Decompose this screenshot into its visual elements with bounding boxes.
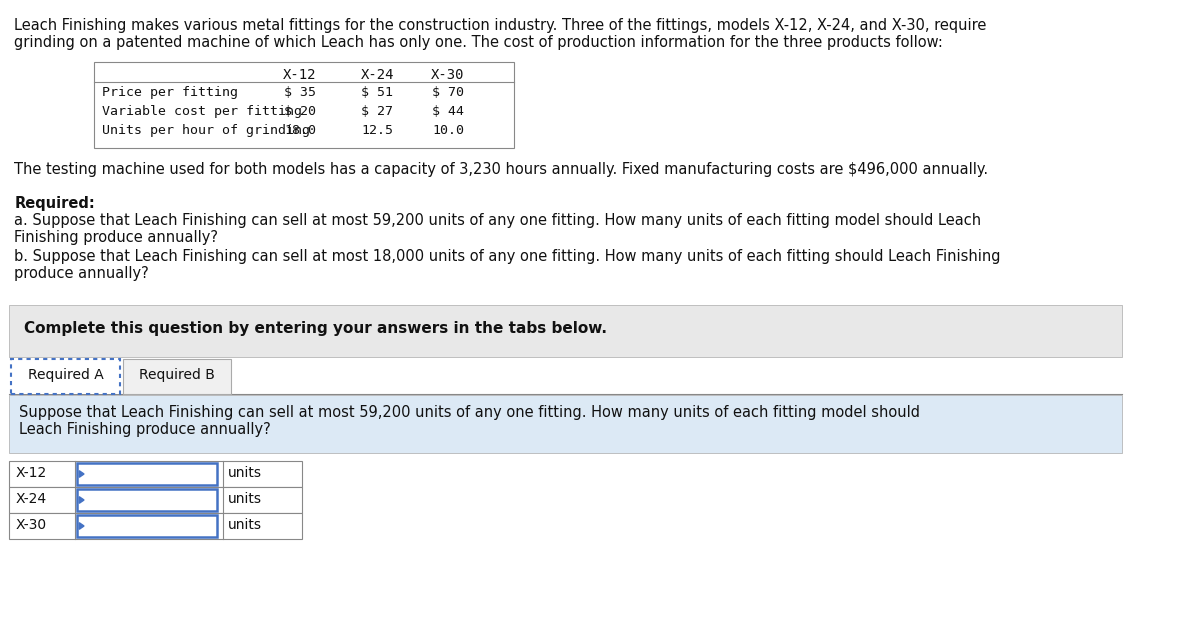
- Text: X-30: X-30: [16, 518, 47, 532]
- Text: Units per hour of grinding: Units per hour of grinding: [102, 124, 310, 137]
- Text: units: units: [228, 518, 263, 532]
- Bar: [77, 489, 217, 511]
- Text: Complete this question by entering your answers in the tabs below.: Complete this question by entering your …: [24, 321, 606, 336]
- Text: 12.5: 12.5: [361, 124, 394, 137]
- Polygon shape: [79, 471, 84, 477]
- Bar: [77, 515, 217, 537]
- Text: b. Suppose that Leach Finishing can sell at most 18,000 units of any one fitting: b. Suppose that Leach Finishing can sell…: [14, 249, 1001, 282]
- Text: 10.0: 10.0: [432, 124, 464, 137]
- Bar: [10, 513, 302, 539]
- Text: $ 27: $ 27: [361, 105, 394, 118]
- Text: Required B: Required B: [139, 368, 215, 382]
- Bar: [10, 395, 1122, 453]
- Text: X-24: X-24: [16, 492, 47, 506]
- Bar: [11, 359, 120, 394]
- Text: $ 51: $ 51: [361, 86, 394, 99]
- Bar: [10, 305, 1122, 357]
- Text: Suppose that Leach Finishing can sell at most 59,200 units of any one fitting. H: Suppose that Leach Finishing can sell at…: [19, 405, 920, 437]
- Text: $ 20: $ 20: [284, 105, 316, 118]
- Bar: [95, 62, 514, 148]
- Text: Leach Finishing makes various metal fittings for the construction industry. Thre: Leach Finishing makes various metal fitt…: [14, 18, 986, 50]
- Text: X-12: X-12: [16, 466, 47, 480]
- Text: The testing machine used for both models has a capacity of 3,230 hours annually.: The testing machine used for both models…: [14, 162, 989, 177]
- Text: $ 70: $ 70: [432, 86, 464, 99]
- Bar: [10, 487, 302, 513]
- Bar: [77, 463, 217, 485]
- Text: X-30: X-30: [431, 68, 464, 82]
- Bar: [122, 359, 232, 394]
- Text: X-12: X-12: [283, 68, 317, 82]
- Text: X-24: X-24: [360, 68, 394, 82]
- Text: units: units: [228, 492, 263, 506]
- Text: a. Suppose that Leach Finishing can sell at most 59,200 units of any one fitting: a. Suppose that Leach Finishing can sell…: [14, 213, 982, 246]
- Polygon shape: [79, 523, 84, 529]
- Text: Required A: Required A: [28, 368, 103, 382]
- Bar: [10, 461, 302, 487]
- Text: $ 44: $ 44: [432, 105, 464, 118]
- Text: Required:: Required:: [14, 196, 95, 211]
- Text: Price per fitting: Price per fitting: [102, 86, 238, 99]
- Text: units: units: [228, 466, 263, 480]
- Text: Variable cost per fitting: Variable cost per fitting: [102, 105, 302, 118]
- Text: $ 35: $ 35: [284, 86, 316, 99]
- Text: 18.0: 18.0: [284, 124, 316, 137]
- Polygon shape: [79, 496, 84, 503]
